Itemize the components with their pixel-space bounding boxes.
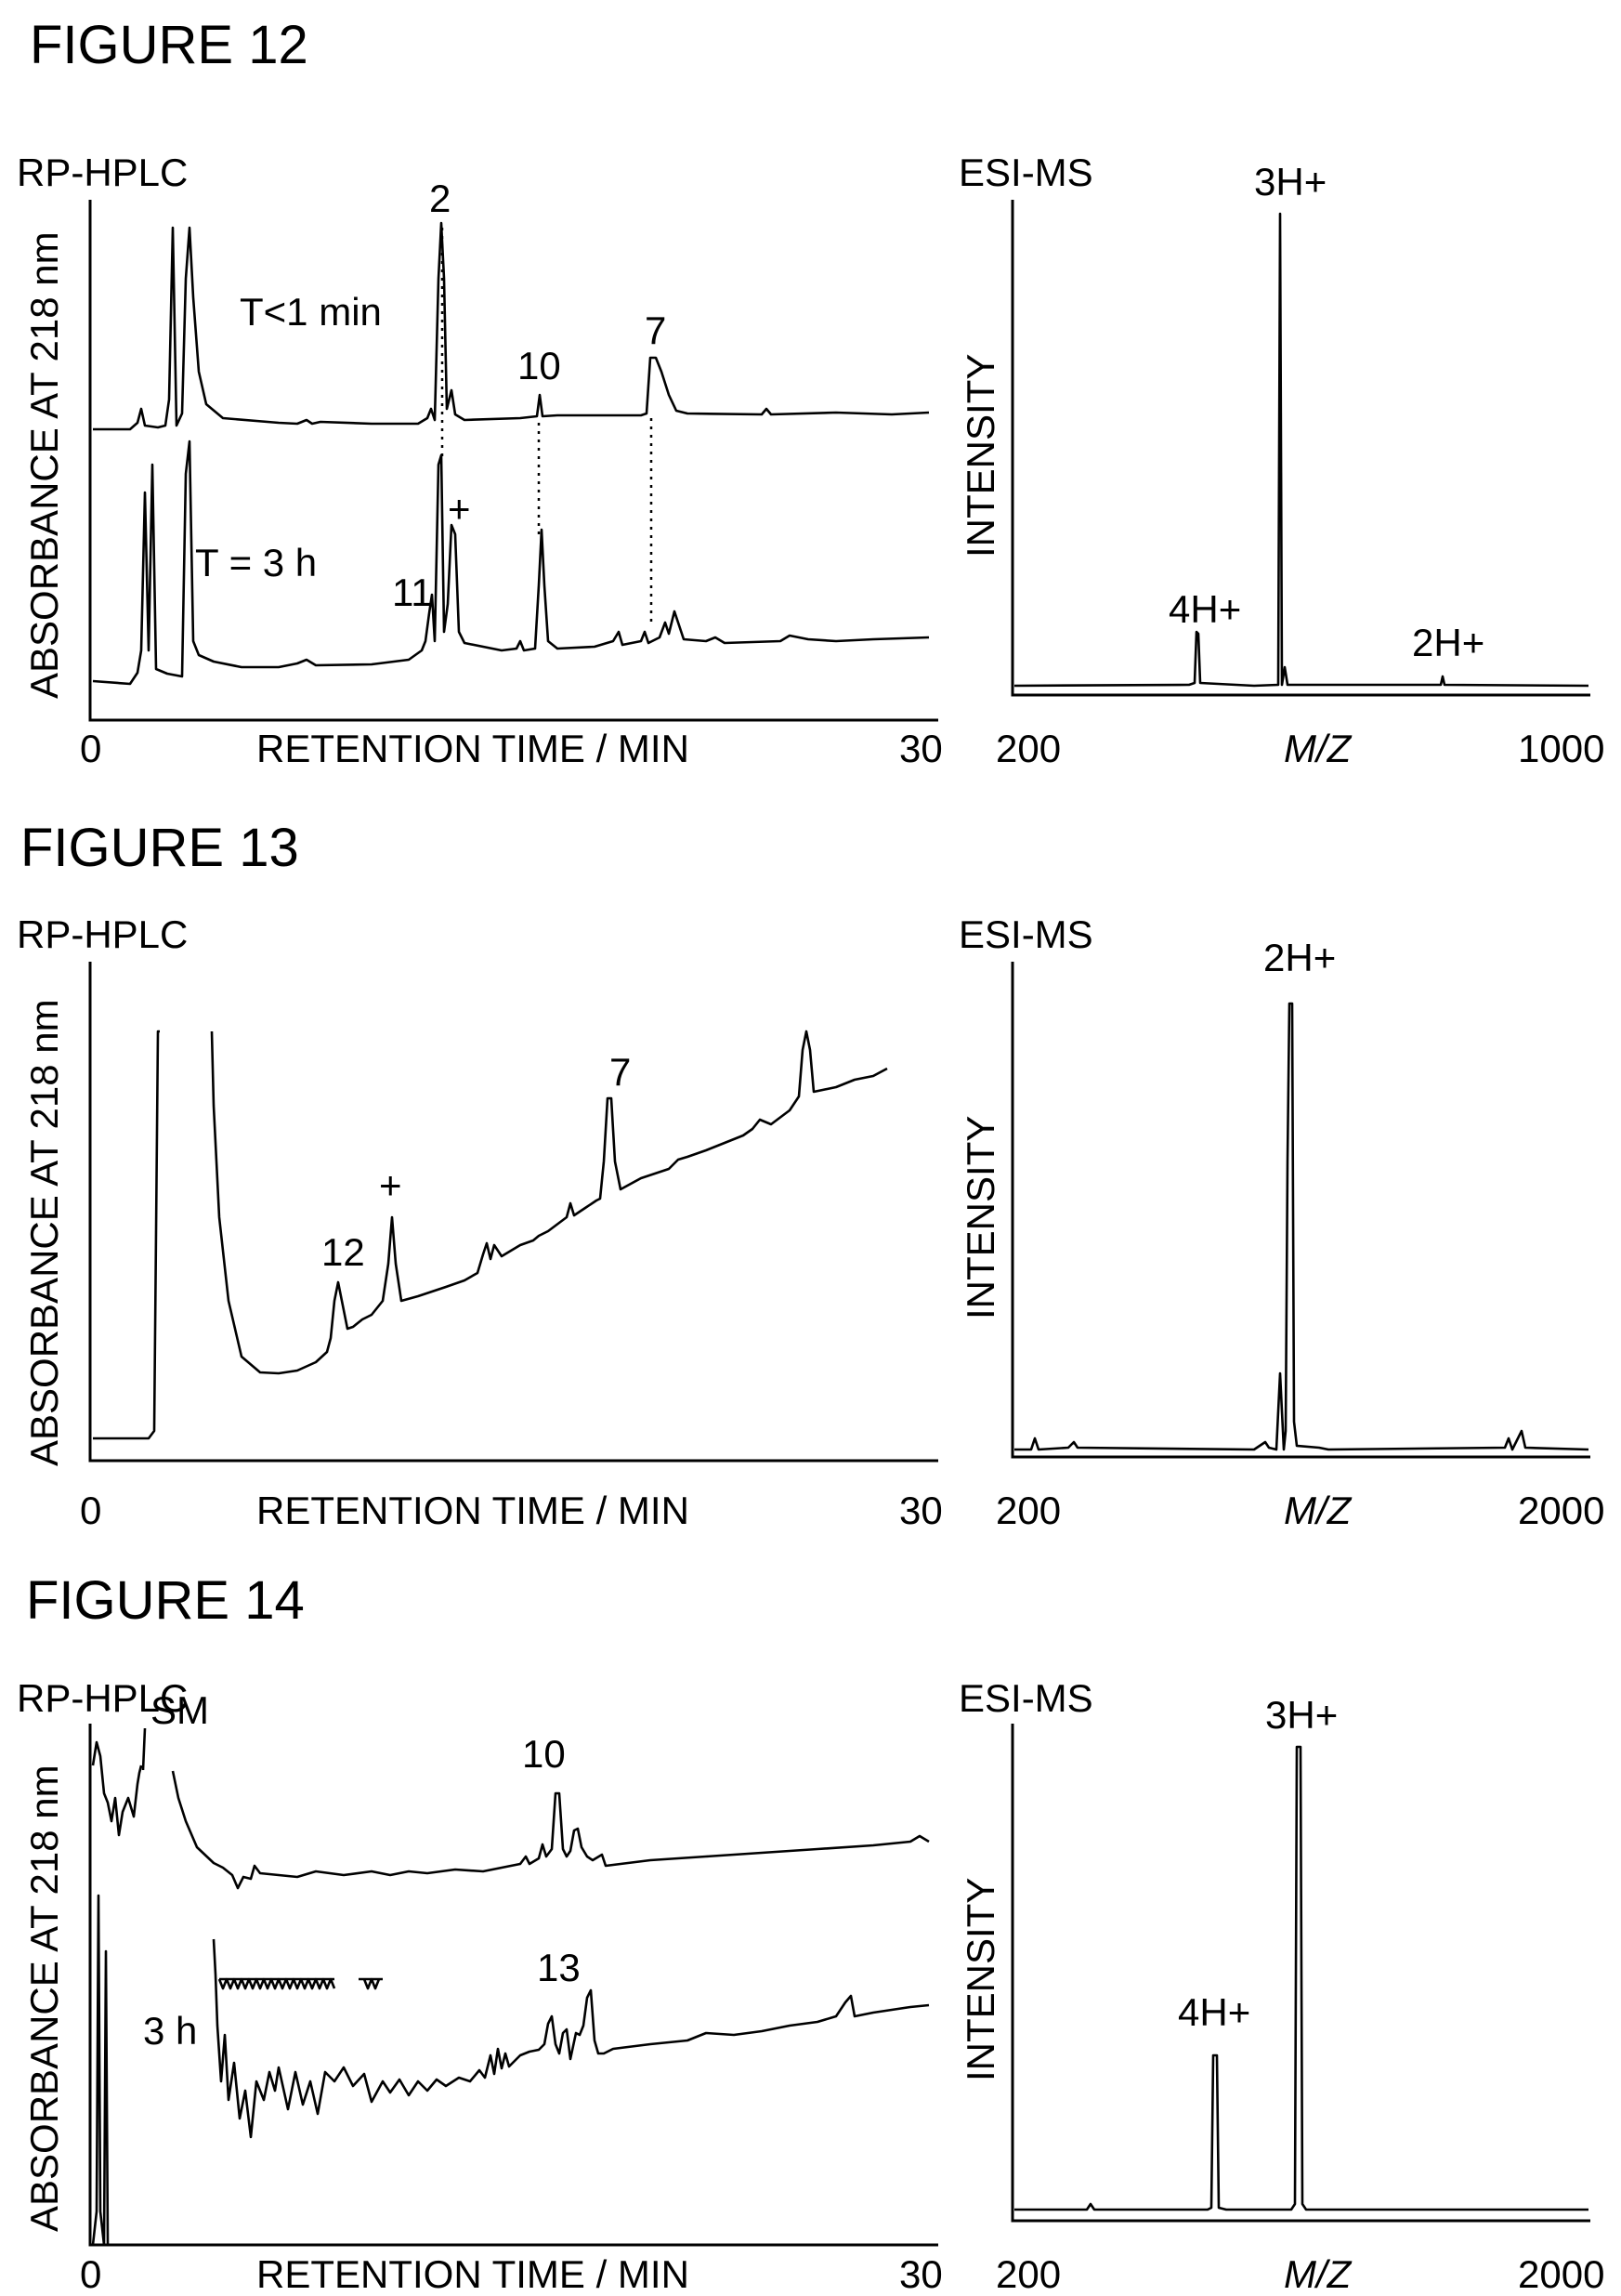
fig12-ms-xlabel: M/Z — [1284, 727, 1353, 770]
fig14-ms-peak-4h: 4H+ — [1178, 1990, 1250, 2034]
fig12-trace-label-3h: T = 3 h — [195, 541, 317, 584]
fig13-hplc-method: RP-HPLC — [17, 912, 188, 956]
fig12-ms-xmin: 200 — [996, 727, 1061, 770]
fig12-trace-3h — [92, 440, 930, 686]
fig14-ms-xlabel: M/Z — [1284, 2252, 1353, 2296]
fig12-ms-xmax: 1000 — [1518, 727, 1604, 770]
fig14-hplc-ylabel: ABSORBANCE AT 218 nm — [22, 1765, 66, 2232]
fig12-ms-method: ESI-MS — [959, 151, 1093, 194]
fig12-hplc-axes — [88, 200, 938, 722]
fig14-peak-10: 10 — [522, 1732, 566, 1776]
fig12-peak-11: 11 — [392, 571, 433, 614]
fig13-ms-xmin: 200 — [996, 1489, 1061, 1532]
fig14-hplc-method: RP-HPLC — [17, 1676, 188, 1720]
fig12-peak-plus: + — [448, 487, 471, 531]
fig12-peak-2: 2 — [429, 177, 451, 220]
fig12-hplc-ylabel: ABSORBANCE AT 218 nm — [22, 231, 66, 699]
figure-14-title: FIGURE 14 — [26, 1570, 305, 1631]
fig12-ms-ylabel: INTENSITY — [959, 354, 1002, 558]
fig14-peak-13: 13 — [537, 1946, 581, 1989]
fig14-ms-xmax: 2000 — [1518, 2252, 1604, 2296]
fig14-hplc-axes — [88, 1724, 938, 2247]
fig14-trace-sm — [91, 1727, 930, 1890]
fig13-hplc-ylabel: ABSORBANCE AT 218 nm — [22, 999, 66, 1466]
fig13-ms-ylabel: INTENSITY — [959, 1116, 1002, 1319]
fig13-hplc-xmax: 30 — [899, 1489, 943, 1532]
fig12-ms-peak-3h: 3H+ — [1254, 160, 1327, 203]
fig12-ms-peak-2h: 2H+ — [1412, 621, 1484, 664]
fig13-trace — [93, 1030, 888, 1440]
figure-13-title: FIGURE 13 — [20, 818, 299, 878]
fig14-ms-xmin: 200 — [996, 2252, 1061, 2296]
fig12-hplc-xmax: 30 — [899, 727, 943, 770]
fig14-ms-ylabel: INTENSITY — [959, 1878, 1002, 2081]
fig13-hplc-axes — [88, 962, 938, 1463]
fig14-noise-band — [217, 1977, 383, 1990]
fig14-trace-3h — [91, 1894, 930, 2247]
fig12-peak-10: 10 — [517, 344, 561, 387]
fig14-hplc-xmax: 30 — [899, 2252, 943, 2296]
fig12-hplc-xlabel: RETENTION TIME / MIN — [256, 727, 689, 770]
fig13-ms-axes — [1011, 962, 1590, 1459]
fig14-hplc-xlabel: RETENTION TIME / MIN — [256, 2252, 689, 2296]
fig13-ms-method: ESI-MS — [959, 912, 1093, 956]
fig14-ms-spectrum — [1014, 1745, 1588, 2211]
fig12-ms-spectrum — [1013, 212, 1589, 688]
fig13-peak-7: 7 — [609, 1050, 631, 1094]
fig12-peak-7: 7 — [645, 308, 666, 352]
fig14-ms-peak-3h: 3H+ — [1265, 1693, 1338, 1737]
fig12-hplc-xmin: 0 — [80, 727, 101, 770]
fig12-hplc-method: RP-HPLC — [17, 151, 188, 194]
fig13-peak-12: 12 — [321, 1230, 365, 1274]
fig14-peak-sm: SM — [150, 1688, 209, 1732]
fig12-trace-label-t1min: T<1 min — [240, 290, 382, 334]
fig13-hplc-xlabel: RETENTION TIME / MIN — [256, 1489, 689, 1532]
fig13-ms-xmax: 2000 — [1518, 1489, 1604, 1532]
fig12-ms-peak-4h: 4H+ — [1169, 587, 1241, 631]
fig13-peak-plus: + — [379, 1163, 402, 1207]
fig13-ms-peak-2h: 2H+ — [1263, 936, 1336, 979]
fig13-ms-xlabel: M/Z — [1284, 1489, 1353, 1532]
fig13-hplc-xmin: 0 — [80, 1489, 101, 1532]
fig14-ms-axes — [1011, 1724, 1590, 2223]
fig14-ms-method: ESI-MS — [959, 1676, 1093, 1720]
fig14-trace-label-3h: 3 h — [143, 2009, 197, 2053]
fig14-hplc-xmin: 0 — [80, 2252, 101, 2296]
figure-12-title: FIGURE 12 — [30, 15, 308, 75]
fig12-trace-t1min — [93, 221, 930, 431]
fig13-ms-spectrum — [1014, 1002, 1589, 1451]
fig12-ms-axes — [1011, 200, 1590, 697]
